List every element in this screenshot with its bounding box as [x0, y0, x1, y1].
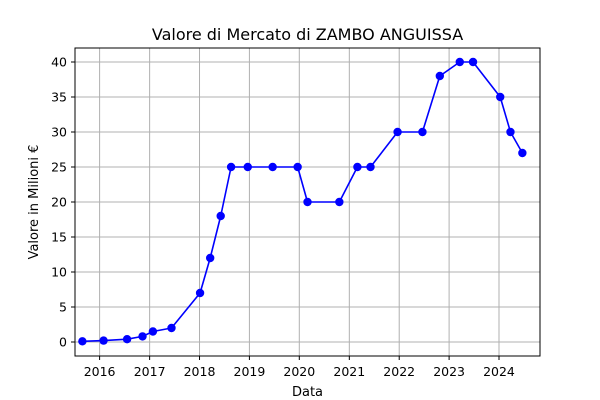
data-point	[226, 162, 236, 172]
data-point	[216, 211, 225, 221]
data-point	[455, 57, 464, 67]
x-axis-ticks: 2016 2017 2018 2019 2020 2021 2022 2023 2024	[84, 356, 515, 379]
y-tick-label: 25	[51, 160, 67, 175]
chart-title: Valore di Mercato di ZAMBO ANGUISSA	[152, 25, 463, 44]
data-point	[418, 127, 427, 137]
data-point	[268, 162, 277, 172]
data-point	[353, 162, 362, 172]
x-tick-label: 2021	[333, 364, 365, 379]
data-point	[205, 253, 215, 263]
data-point	[293, 162, 302, 172]
y-tick-label: 10	[51, 265, 67, 280]
x-tick-label: 2018	[184, 364, 216, 379]
y-axis-ticks: 0 5 10 15 20 25 30 35 40	[51, 55, 75, 350]
x-tick-label: 2019	[234, 364, 266, 379]
data-point	[366, 162, 375, 172]
data-point	[78, 337, 87, 346]
data-point	[435, 71, 445, 81]
data-point	[393, 127, 402, 137]
y-axis-label: Valore in Milioni €	[27, 145, 42, 260]
data-point	[138, 332, 147, 341]
x-axis-label: Data	[292, 385, 323, 400]
data-point	[468, 57, 478, 67]
data-point	[335, 197, 344, 207]
data-point	[518, 148, 527, 158]
data-point	[506, 127, 515, 137]
data-point	[496, 92, 505, 102]
x-tick-label: 2023	[433, 364, 465, 379]
y-tick-label: 20	[51, 195, 67, 210]
x-tick-label: 2024	[483, 364, 515, 379]
x-tick-label: 2017	[134, 364, 166, 379]
y-tick-label: 15	[51, 230, 67, 245]
data-point	[99, 336, 108, 345]
y-tick-label: 35	[51, 90, 67, 105]
x-tick-label: 2020	[283, 364, 315, 379]
y-tick-label: 5	[59, 300, 67, 315]
data-points	[78, 57, 527, 346]
y-tick-label: 0	[59, 335, 67, 350]
y-tick-label: 40	[51, 55, 67, 70]
data-point	[303, 197, 312, 207]
x-tick-label: 2022	[383, 364, 415, 379]
data-point	[148, 327, 158, 336]
y-tick-label: 30	[51, 125, 67, 140]
data-point	[243, 162, 252, 172]
data-point	[122, 335, 132, 344]
x-tick-label: 2016	[84, 364, 116, 379]
data-point	[195, 288, 205, 298]
data-point	[167, 323, 176, 333]
